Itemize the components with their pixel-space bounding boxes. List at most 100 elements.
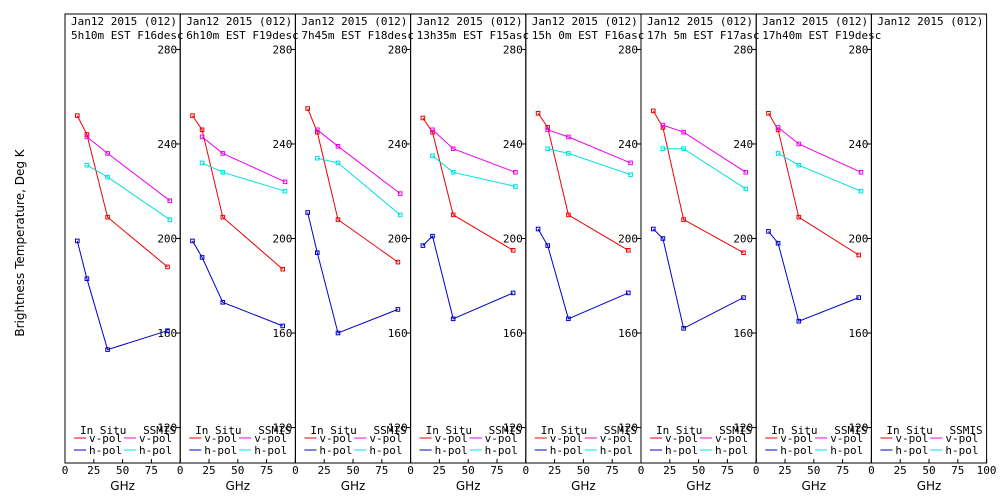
- data-point: [775, 240, 781, 246]
- panel-title-date: Jan12 2015 (012): [417, 15, 523, 28]
- y-tick-label: 200: [273, 233, 293, 246]
- x-tick-label: 75: [375, 464, 388, 477]
- data-point: [681, 217, 686, 222]
- x-tick-label: 50: [346, 464, 359, 477]
- data-point: [220, 170, 226, 175]
- data-point: [681, 146, 686, 151]
- data-point: [766, 111, 771, 116]
- y-tick-label: 120: [273, 422, 293, 435]
- x-axis-label: GHz: [456, 479, 481, 493]
- series-line-ssmis_v: [86, 136, 171, 202]
- legend-label: v-pol: [945, 432, 978, 445]
- x-tick-label: 50: [922, 464, 935, 477]
- data-point: [545, 243, 551, 248]
- legend-label: h-pol: [435, 444, 468, 457]
- y-tick-label: 280: [157, 43, 177, 56]
- series-line-ssmis_v: [662, 124, 747, 173]
- data-point: [535, 111, 541, 116]
- x-tick-label: 25: [778, 464, 791, 477]
- data-point: [305, 210, 310, 215]
- x-tick-label: 75: [606, 464, 619, 477]
- panel-3: Jan12 2015 (012)7h45m EST F18desc 120 160 2…: [292, 13, 414, 493]
- x-tick-label: 0: [62, 464, 69, 477]
- series-line-ssmis_h: [86, 164, 171, 221]
- legend-label: v-pol: [715, 432, 748, 445]
- y-tick-label: 280: [618, 43, 638, 56]
- legend-label: h-pol: [139, 444, 172, 457]
- data-point: [84, 134, 90, 140]
- data-point: [545, 127, 551, 133]
- y-tick-label: 240: [503, 138, 523, 151]
- legend-label: v-pol: [780, 432, 813, 445]
- legend-label: v-pol: [139, 432, 172, 445]
- x-tick-label: 25: [87, 464, 100, 477]
- legend-insitu-header: In Situ: [426, 424, 472, 437]
- data-point: [165, 328, 170, 333]
- x-axis-label: GHz: [225, 479, 250, 493]
- data-point: [305, 106, 310, 111]
- data-point: [397, 212, 403, 218]
- panel-title-date: Jan12 2015 (012): [762, 15, 868, 28]
- series-line-ssmis_v: [547, 129, 631, 164]
- data-point: [105, 151, 110, 156]
- data-point: [220, 300, 226, 305]
- data-point: [430, 233, 435, 239]
- y-tick-label: 200: [849, 233, 869, 246]
- series-line-insitu_h: [768, 231, 859, 322]
- data-point: [335, 330, 341, 336]
- chart-panels: Jan12 2015 (012)5h10m EST F16desc1201602…: [62, 13, 997, 493]
- series-line-insitu_v: [652, 110, 744, 254]
- legend-insitu-header: In Situ: [886, 424, 932, 437]
- legend-ssmis-header: SSMIS: [719, 424, 752, 437]
- legend-ssmis-header: SSMIS: [258, 424, 291, 437]
- panel-title-time: 6h10m EST F19desc: [186, 29, 299, 42]
- legend-insitu-header: In Situ: [656, 424, 702, 437]
- series-line-insitu_v: [76, 115, 168, 268]
- data-point: [220, 214, 226, 220]
- series-line-insitu_h: [652, 228, 744, 330]
- data-point: [450, 170, 456, 175]
- data-point: [566, 316, 571, 322]
- y-tick-label: 240: [273, 138, 293, 151]
- data-point: [395, 307, 401, 312]
- legend-label: v-pol: [89, 432, 122, 445]
- y-tick-label: 160: [273, 327, 293, 340]
- legend-insitu-header: In Situ: [771, 424, 817, 437]
- legend-label: v-pol: [204, 432, 237, 445]
- data-point: [660, 146, 666, 151]
- data-point: [75, 238, 80, 244]
- data-point: [335, 160, 341, 166]
- data-point: [450, 316, 456, 322]
- data-point: [566, 151, 571, 156]
- series-line-insitu_h: [422, 235, 514, 320]
- panel-title-date: Jan12 2015 (012): [532, 15, 638, 28]
- data-point: [420, 243, 426, 248]
- data-point: [430, 127, 435, 133]
- x-tick-label: 50: [116, 464, 129, 477]
- legend-label: h-pol: [89, 444, 122, 457]
- legend-label: v-pol: [830, 432, 863, 445]
- data-point: [741, 250, 746, 255]
- data-point: [510, 248, 516, 253]
- y-tick-label: 120: [503, 422, 523, 435]
- x-tick-label: 75: [836, 464, 849, 477]
- series-line-ssmis_v: [432, 129, 516, 173]
- x-tick-label: 50: [231, 464, 244, 477]
- legend-label: v-pol: [485, 432, 518, 445]
- data-point: [651, 226, 656, 232]
- data-point: [796, 162, 802, 168]
- data-point: [545, 146, 551, 151]
- data-point: [220, 151, 226, 156]
- data-point: [766, 229, 771, 234]
- y-tick-label: 120: [733, 422, 753, 435]
- data-point: [282, 188, 288, 194]
- legend-label: v-pol: [550, 432, 583, 445]
- data-point: [450, 212, 456, 218]
- data-point: [741, 295, 746, 300]
- panel-8: Jan12 2015 (012) 0 25 50 75 100 GHz In Situ SSMI…: [868, 13, 997, 493]
- y-tick-label: 240: [157, 138, 177, 151]
- series-line-ssmis_h: [317, 157, 401, 216]
- x-tick-label: 25: [548, 464, 561, 477]
